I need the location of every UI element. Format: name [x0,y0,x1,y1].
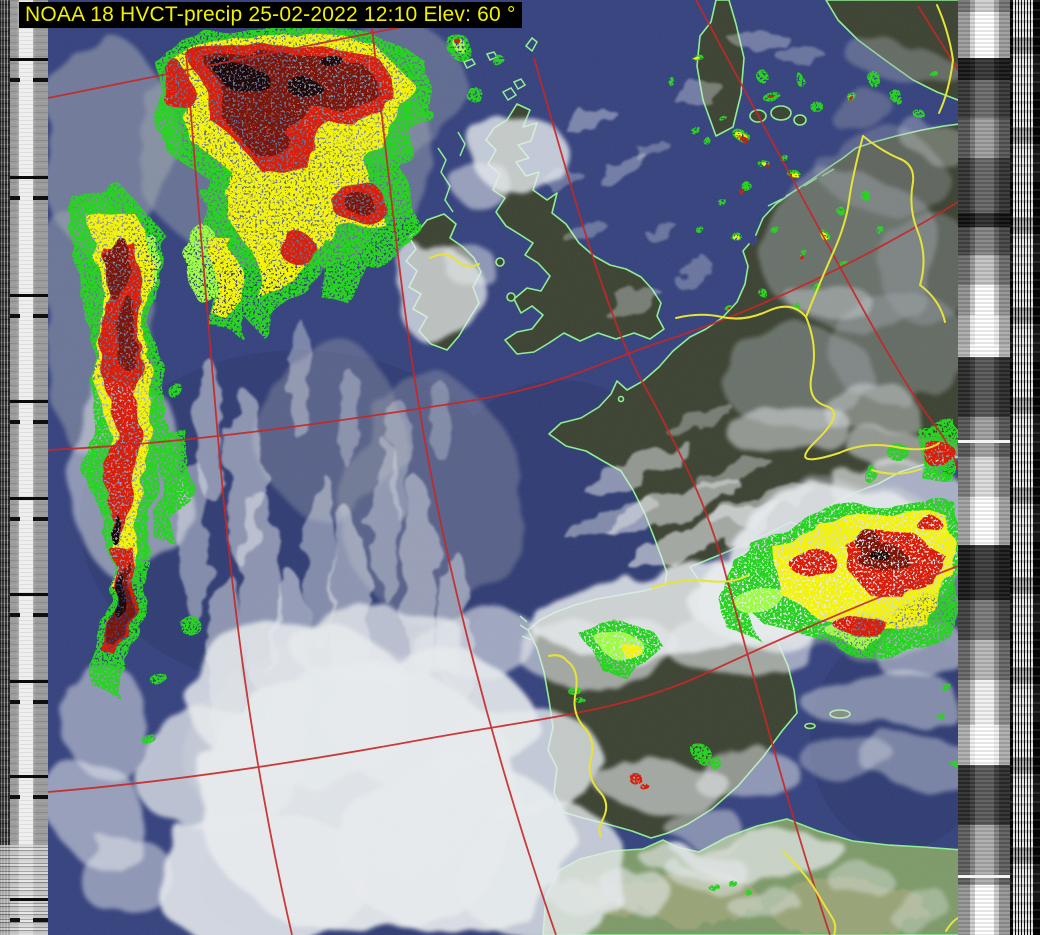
minute-marker [33,613,48,617]
minute-marker [10,314,20,318]
telemetry-wedge [958,680,1010,725]
telemetry-wedge [958,255,1010,285]
minute-marker [33,517,48,521]
minute-marker [33,314,48,318]
minute-marker [10,176,48,179]
telemetry-wedge [958,497,1010,545]
minute-marker [33,196,48,200]
apt-telemetry-wedges [958,0,1010,935]
minute-marker [10,700,20,704]
apt-space-a-band [10,0,48,935]
minute-marker [10,918,20,922]
telemetry-wedge [958,0,1010,12]
apt-space-white-stripe [19,0,33,935]
apt-sync-stripes [1013,0,1034,935]
telemetry-wedge [958,58,1010,80]
telemetry-wedge [958,80,1010,118]
minute-marker [33,700,48,704]
telemetry-wedge [958,457,1010,497]
minute-marker [33,420,48,424]
minute-marker [10,294,48,297]
apt-sync-b-band [1010,0,1040,935]
telemetry-white-line [958,440,1010,443]
apt-sync-a-band [0,0,10,935]
telemetry-wedge [958,765,1010,825]
minute-marker [10,420,20,424]
minute-marker [33,78,48,82]
minute-marker [10,497,48,500]
minute-marker [10,680,48,683]
minute-marker [10,775,48,778]
minute-marker [10,613,20,617]
analog-noise-overlay [48,0,958,935]
telemetry-wedge [958,158,1010,213]
telemetry-wedge [958,118,1010,158]
minute-marker [10,196,20,200]
telemetry-wedge [958,315,1010,345]
telemetry-white-line [958,875,1010,878]
title-text: NOAA 18 HVCT-precip 25-02-2022 12:10 Ele… [25,3,516,26]
minute-marker [10,898,48,901]
telemetry-wedge [958,417,1010,457]
telemetry-wedge [958,640,1010,680]
minute-marker [10,78,20,82]
telemetry-wedge [958,227,1010,255]
minute-marker [10,593,48,596]
minute-marker [10,400,48,403]
telemetry-wedge [958,545,1010,600]
telemetry-wedge [958,285,1010,315]
telemetry-wedge [958,725,1010,765]
minute-marker [33,795,48,799]
telemetry-wedge [958,357,1010,417]
telemetry-wedge [958,600,1010,640]
minute-marker [10,795,20,799]
telemetry-wedge [958,213,1010,227]
telemetry-wedge [958,12,1010,58]
minute-marker [33,918,48,922]
telemetry-wedge [958,345,1010,357]
telemetry-wedge [958,885,1010,935]
minute-marker [10,517,20,521]
minute-marker [10,58,48,61]
title-bar: NOAA 18 HVCT-precip 25-02-2022 12:10 Ele… [19,2,522,28]
